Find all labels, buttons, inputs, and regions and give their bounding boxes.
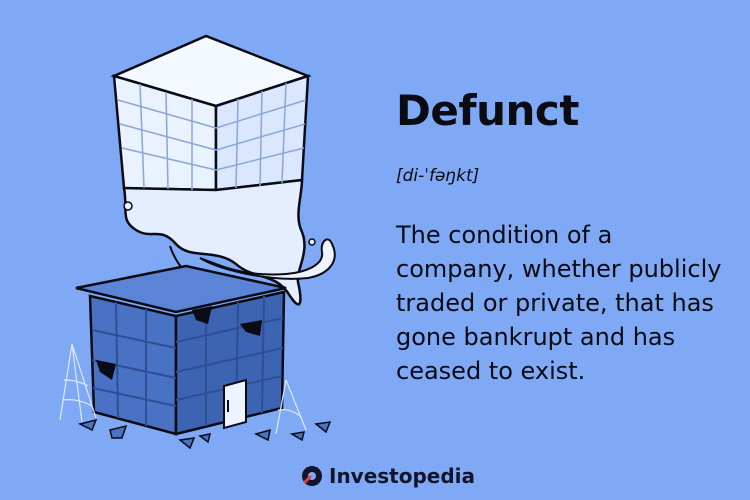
- pronunciation: [di-ˈfəŋkt]: [396, 166, 480, 186]
- term-title: Defunct: [396, 86, 579, 135]
- investopedia-logo-icon: [302, 466, 322, 486]
- brand-logo: Investopedia: [301, 463, 475, 489]
- definition-text: The condition of a company, whether publ…: [396, 221, 722, 385]
- ghost-building-icon: [59, 34, 336, 450]
- brand-name: Investopedia: [329, 464, 476, 488]
